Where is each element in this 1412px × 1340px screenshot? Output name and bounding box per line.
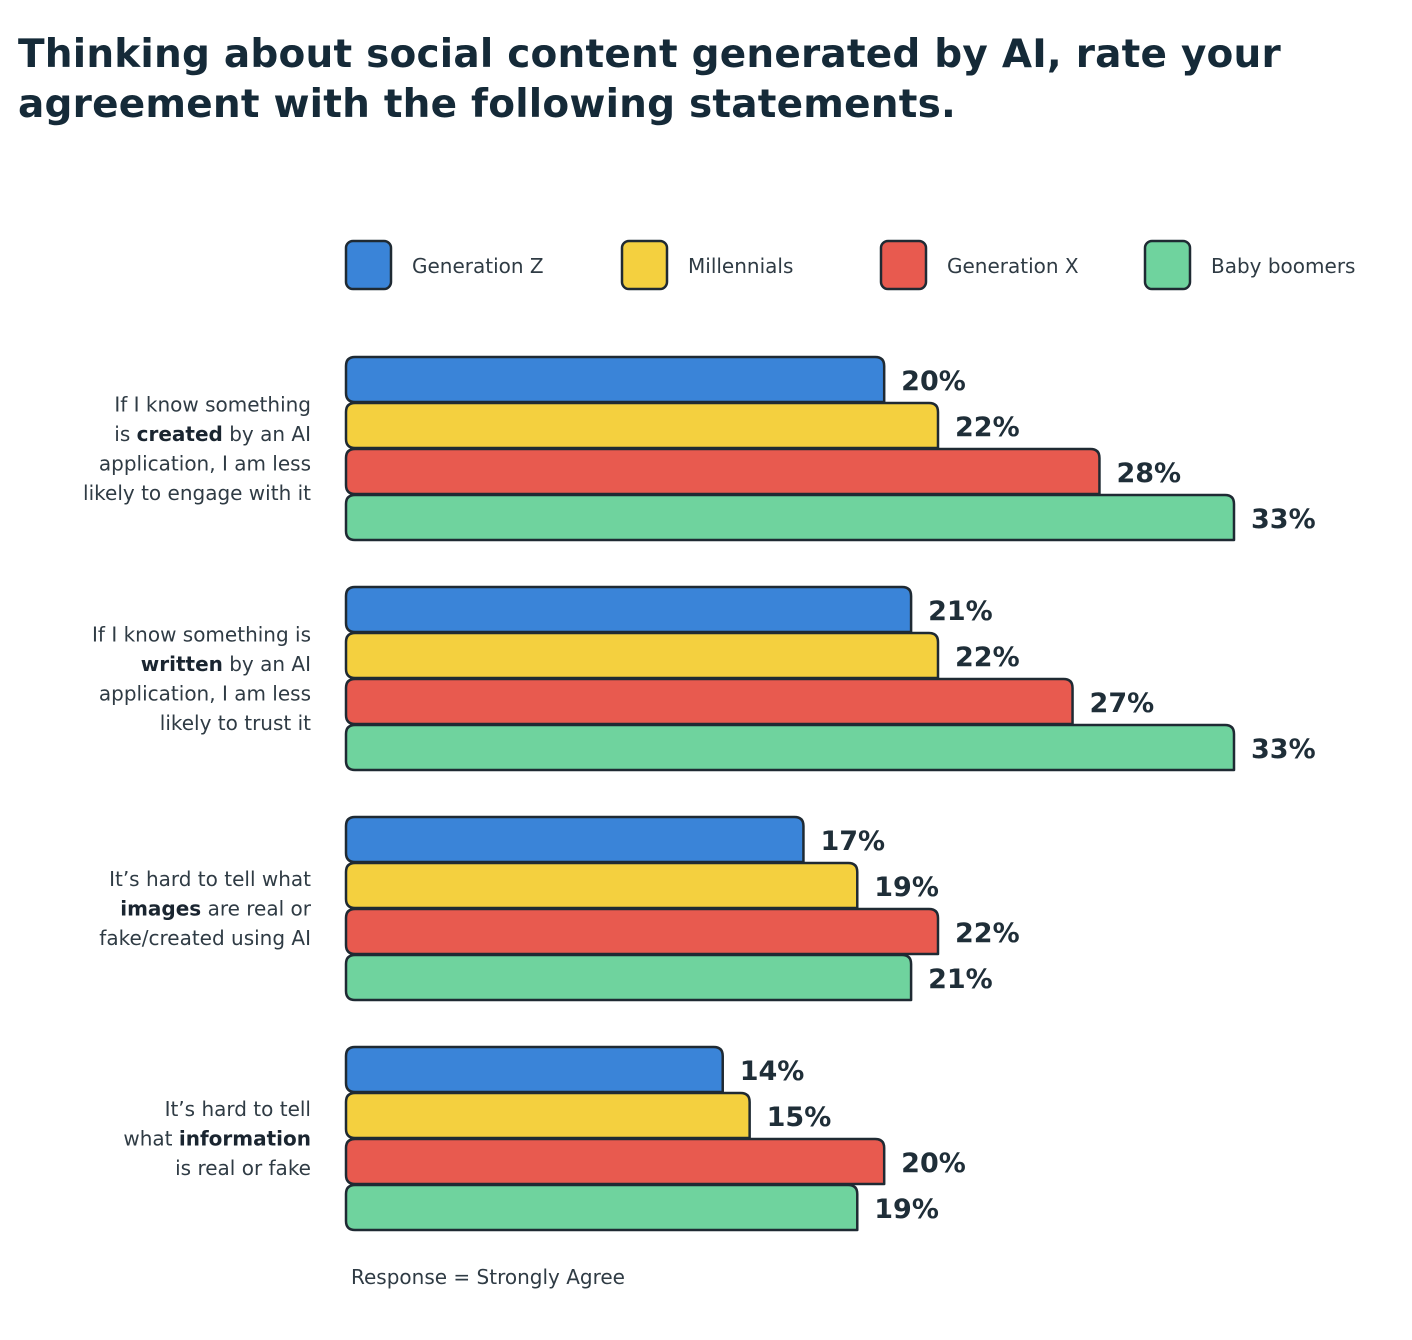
value-labels: 20% 22% 28% 33% 21% 22% 27% 33% 17% 19% 22% 21% 14% 1… <box>740 366 1316 1225</box>
legend-swatch-generation-x <box>879 239 928 291</box>
bar-generation-z-2 <box>344 585 913 634</box>
bar-generation-x-1 <box>344 447 1101 496</box>
category-keyword: images <box>120 897 201 921</box>
value-label-generation-x-3: 22% <box>955 918 1020 949</box>
category-text: It’s hard to tell what <box>109 867 311 891</box>
category-text: fake/created using AI <box>99 926 311 950</box>
category-text: by an AI <box>223 652 311 676</box>
bar-generation-z-1 <box>344 355 886 404</box>
value-label-baby-boomers-4: 19% <box>874 1194 939 1225</box>
value-label-millennials-2: 22% <box>955 642 1020 673</box>
legend-label-generation-z: Generation Z <box>412 254 544 278</box>
chart-footnote: Response = Strongly Agree <box>351 1265 625 1289</box>
bar-group-1 <box>344 355 1236 542</box>
category-keyword: written <box>141 652 223 676</box>
value-label-generation-x-4: 20% <box>901 1148 966 1179</box>
legend-label-baby-boomers: Baby boomers <box>1211 254 1355 278</box>
category-keyword: created <box>137 422 223 446</box>
category-label-4: It’s hard to tell what information is real… <box>123 1097 311 1180</box>
value-label-generation-z-4: 14% <box>740 1056 805 1087</box>
legend-swatch-generation-z <box>344 239 393 291</box>
bar-group-2 <box>344 585 1236 772</box>
legend-item-generation-z: Generation Z <box>344 239 544 291</box>
bar-millennials-2 <box>344 631 940 680</box>
category-text: are real or <box>201 897 312 921</box>
category-labels: If I know something is created by an AI ap… <box>83 392 312 1180</box>
page-title: Thinking about social content generated … <box>18 32 1281 127</box>
bar-baby-boomers-4 <box>344 1183 859 1232</box>
legend-item-baby-boomers: Baby boomers <box>1143 239 1355 291</box>
bar-millennials-4 <box>344 1091 751 1140</box>
value-label-baby-boomers-2: 33% <box>1251 734 1316 765</box>
legend-swatch-baby-boomers <box>1143 239 1192 291</box>
category-text: likely to engage with it <box>83 481 311 505</box>
value-label-millennials-4: 15% <box>767 1102 832 1133</box>
category-text: what <box>123 1127 179 1151</box>
value-label-millennials-3: 19% <box>874 872 939 903</box>
bar-generation-x-3 <box>344 907 940 956</box>
bar-groups <box>344 355 1236 1232</box>
bar-baby-boomers-2 <box>344 723 1236 772</box>
bar-millennials-3 <box>344 861 859 910</box>
value-label-generation-x-2: 27% <box>1090 688 1155 719</box>
value-label-generation-z-2: 21% <box>928 596 993 627</box>
bar-group-4 <box>344 1045 886 1232</box>
bar-generation-x-4 <box>344 1137 886 1186</box>
bar-generation-z-4 <box>344 1045 724 1094</box>
bar-millennials-1 <box>344 401 940 450</box>
chart-legend: Generation Z Millennials Generation X Baby … <box>344 239 1355 291</box>
category-text: application, I am less <box>99 451 311 475</box>
value-label-generation-x-1: 28% <box>1116 458 1181 489</box>
category-text: It’s hard to tell <box>165 1097 311 1121</box>
value-label-millennials-1: 22% <box>955 412 1020 443</box>
category-text: is real or fake <box>175 1156 311 1180</box>
bar-group-3 <box>344 815 940 1002</box>
bar-baby-boomers-3 <box>344 953 913 1002</box>
category-label-2: If I know something is written by an AI ap… <box>92 622 311 735</box>
bar-generation-z-3 <box>344 815 805 864</box>
legend-item-millennials: Millennials <box>620 239 793 291</box>
legend-label-millennials: Millennials <box>688 254 793 278</box>
category-label-3: It’s hard to tell what images are real or… <box>99 867 311 950</box>
value-label-generation-z-3: 17% <box>820 826 885 857</box>
value-label-generation-z-1: 20% <box>901 366 966 397</box>
bar-baby-boomers-1 <box>344 493 1236 542</box>
legend-item-generation-x: Generation X <box>879 239 1079 291</box>
bar-generation-x-2 <box>344 677 1074 726</box>
category-text: by an AI <box>223 422 311 446</box>
legend-label-generation-x: Generation X <box>947 254 1079 278</box>
category-text: If I know something is <box>92 622 311 646</box>
category-keyword: information <box>179 1127 311 1151</box>
value-label-baby-boomers-1: 33% <box>1251 504 1316 535</box>
category-text: If I know something <box>114 392 311 416</box>
legend-swatch-millennials <box>620 239 669 291</box>
category-text: is <box>114 422 136 446</box>
category-text: application, I am less <box>99 681 311 705</box>
value-label-baby-boomers-3: 21% <box>928 964 993 995</box>
category-text: likely to trust it <box>160 711 311 735</box>
category-label-1: If I know something is created by an AI ap… <box>83 392 311 505</box>
